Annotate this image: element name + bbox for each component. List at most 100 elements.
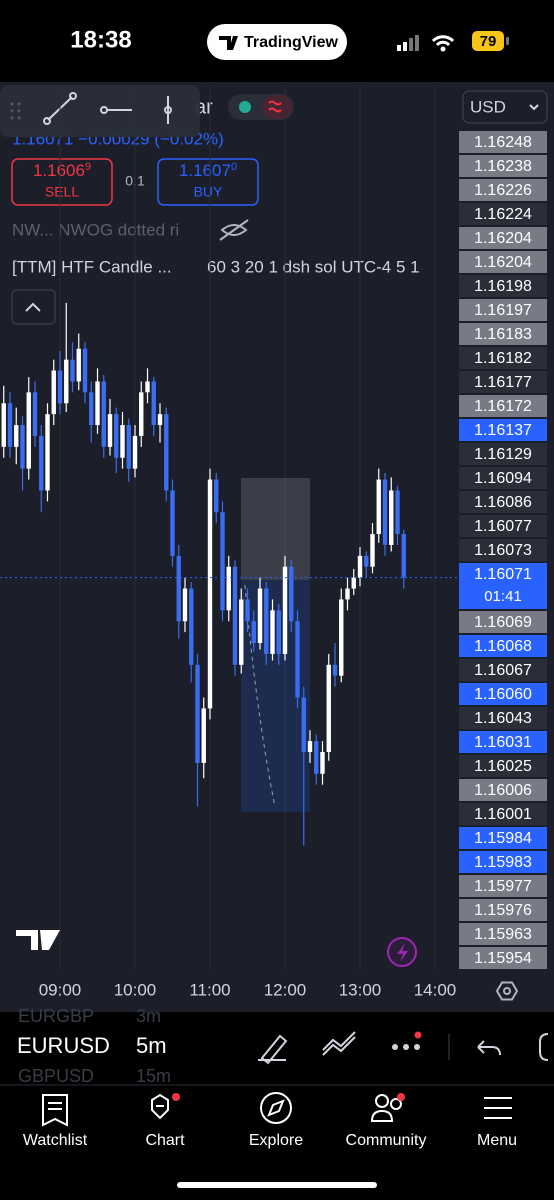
- price-tag-label: 1.16060: [474, 686, 532, 703]
- candle-body: [364, 555, 369, 567]
- price-tag-label: 1.16025: [474, 758, 532, 775]
- indicator-1[interactable]: NW... NWOG dotted ri: [12, 220, 179, 239]
- plot: [1, 302, 406, 846]
- price-tag-label: 1.16043: [474, 710, 532, 727]
- candle-body: [401, 534, 406, 578]
- nav-item[interactable]: Watchlist: [23, 1132, 88, 1149]
- sell-label: SELL: [45, 184, 79, 200]
- price-tag: [459, 827, 547, 849]
- price-tag: [459, 155, 547, 177]
- collapse-button[interactable]: [11, 289, 56, 325]
- candle-body: [270, 610, 275, 654]
- candle-body: [20, 425, 25, 469]
- timeframe[interactable]: 15m: [136, 1066, 171, 1086]
- price-tag: [459, 299, 547, 321]
- price-tag: [459, 851, 547, 873]
- candle-body: [251, 621, 256, 644]
- price-tag-label: 1.15977: [474, 878, 532, 895]
- indicator-2[interactable]: [TTM] HTF Candle ...: [12, 257, 172, 276]
- candle-body: [39, 435, 44, 491]
- price-tag: [459, 131, 547, 153]
- price-scale: 1.16248 1.16238 1.16226 1.16224 1.16204 1.162…: [459, 131, 547, 969]
- candle-body: [382, 479, 388, 545]
- candle-body: [45, 414, 50, 491]
- symbol[interactable]: EURUSD: [17, 1033, 110, 1058]
- bottom-bars: [0, 1012, 554, 1200]
- candle-body: [376, 479, 381, 535]
- candle-body: [201, 708, 206, 763]
- buy-button[interactable]: [157, 158, 259, 206]
- candle-body: [14, 425, 19, 447]
- candle-body: [314, 741, 319, 774]
- chart-tools[interactable]: [258, 1031, 549, 1065]
- candle-body: [145, 381, 150, 393]
- candle-body: [257, 588, 263, 644]
- price-tag: [459, 659, 547, 681]
- price-tag: [459, 203, 547, 225]
- candle-body: [220, 512, 225, 611]
- price-tag: [459, 179, 547, 201]
- price-tag: [459, 515, 547, 537]
- nav-item[interactable]: Menu: [477, 1132, 517, 1149]
- chevron: [529, 104, 539, 111]
- price-tag-label: 1.16226: [474, 182, 532, 199]
- candle-body: [132, 435, 138, 469]
- hidden-icon[interactable]: [219, 219, 249, 241]
- candle-body: [276, 610, 281, 654]
- price-tag-label: 1.16197: [474, 302, 532, 319]
- countdown: 01:41: [484, 588, 522, 605]
- nav-item[interactable]: Chart: [145, 1132, 185, 1149]
- sell-price-main: 1.1606: [33, 161, 85, 180]
- time-label: 13:00: [339, 980, 382, 999]
- price-tag-label: 1.16172: [474, 398, 532, 415]
- price-tag-label: 1.16094: [474, 470, 532, 487]
- timeframe[interactable]: 5m: [136, 1033, 167, 1058]
- price-tag-label: 1.16073: [474, 542, 532, 559]
- price-tag: [459, 371, 547, 393]
- symbol[interactable]: GBPUSD: [18, 1066, 94, 1086]
- price-tag: [459, 683, 547, 705]
- candle-body: [157, 414, 163, 426]
- nav-item[interactable]: Explore: [249, 1132, 303, 1149]
- price-tag: [459, 707, 547, 729]
- symbol[interactable]: EURGBP: [18, 1006, 94, 1026]
- candle-body: [126, 425, 131, 469]
- price-tag-label: 1.16238: [474, 158, 532, 175]
- timeframe[interactable]: 3m: [136, 1006, 161, 1026]
- price-tag-label: 1.16069: [474, 614, 532, 631]
- signal-icon: [397, 35, 419, 51]
- app-name: TradingView: [244, 34, 339, 51]
- price-tag-label: 1.16204: [474, 254, 532, 271]
- settings[interactable]: [495, 981, 519, 1001]
- sell-price: 1.16069: [33, 161, 91, 181]
- price-tag: [459, 803, 547, 825]
- position-target[interactable]: [241, 478, 310, 580]
- currency: USD: [470, 97, 506, 116]
- grip: [10, 102, 21, 120]
- price-tag-label: 1.16071: [474, 566, 532, 583]
- nav-item[interactable]: Community: [346, 1132, 427, 1149]
- buy-price: 1.16070: [179, 161, 237, 181]
- candle-body: [114, 414, 119, 458]
- tv-logo: [16, 930, 60, 950]
- candle-body: [226, 566, 231, 611]
- candle-body: [195, 664, 200, 763]
- candle-body: [57, 370, 63, 404]
- sell-button[interactable]: [11, 158, 113, 206]
- candle-body: [189, 588, 194, 665]
- candle-body: [357, 555, 363, 578]
- battery-level: 79: [480, 33, 497, 50]
- candle-body: [76, 348, 81, 382]
- buy-price-pip: 0: [231, 161, 237, 173]
- wave-icon: [268, 100, 282, 113]
- candle-body: [182, 588, 188, 622]
- candle-body: [139, 392, 144, 436]
- drawing-toolbar[interactable]: [0, 85, 200, 137]
- buy-label: BUY: [194, 184, 223, 200]
- price-tag-label: 1.16068: [474, 638, 532, 655]
- candle-body: [64, 359, 69, 404]
- more[interactable]: [392, 1044, 420, 1050]
- currency-select[interactable]: [462, 90, 548, 124]
- wifi-icon: [431, 35, 455, 47]
- clock: 18:38: [70, 26, 131, 53]
